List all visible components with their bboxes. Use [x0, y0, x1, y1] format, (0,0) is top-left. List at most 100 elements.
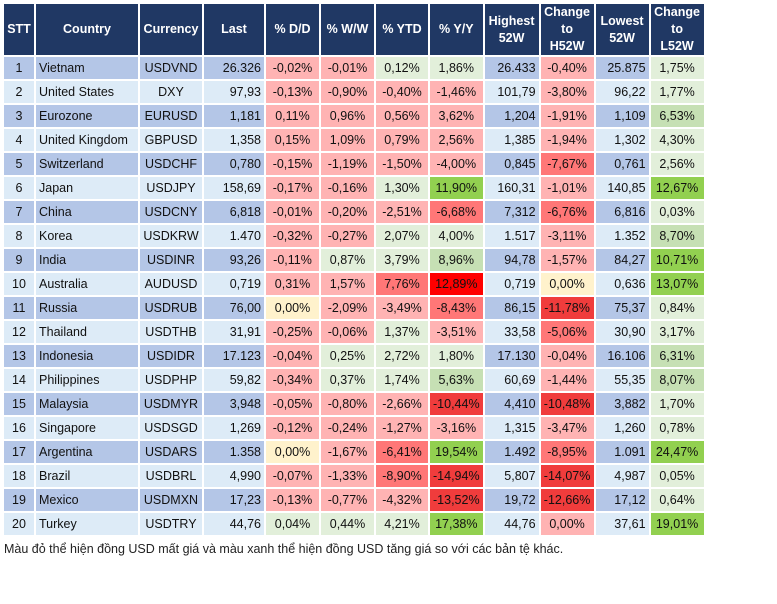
cell-ytd: -3,49%: [374, 295, 430, 321]
cell-last: 31,91: [202, 319, 266, 345]
table-row: 17 Argentina USDARS 1.358 0,00% -1,67% -6,41% 1…: [2, 439, 706, 465]
table-row: 2 United States DXY 97,93 -0,13% -0,90% -0,40%…: [2, 79, 706, 105]
cell-currency: USDKRW: [138, 223, 204, 249]
header-dd: % D/D: [264, 2, 321, 57]
cell-high: 19,72: [482, 487, 541, 513]
cell-ytd: 2,07%: [374, 223, 430, 249]
cell-dd: 0,00%: [264, 295, 321, 321]
table-row: 16 Singapore USDSGD 1,269 -0,12% -0,24% -1,27%…: [2, 415, 706, 441]
header-stt: STT: [2, 2, 36, 57]
cell-currency: USDTHB: [138, 319, 204, 345]
cell-chh: -5,06%: [538, 319, 596, 345]
table-row: 11 Russia USDRUB 76,00 0,00% -2,09% -3,49% -8,4…: [2, 295, 706, 321]
cell-stt: 3: [2, 103, 36, 129]
cell-low: 17,12: [593, 487, 651, 513]
cell-low: 1.352: [593, 223, 651, 249]
cell-chl: 2,56%: [648, 151, 706, 177]
cell-currency: USDRUB: [138, 295, 204, 321]
table-row: 7 China USDCNY 6,818 -0,01% -0,20% -2,51% -6,68…: [2, 199, 706, 225]
cell-chl: 19,01%: [648, 511, 706, 537]
cell-dd: -0,34%: [264, 367, 321, 393]
cell-yy: -10,44%: [428, 391, 485, 417]
cell-chl: 0,84%: [648, 295, 706, 321]
cell-ww: -1,19%: [319, 151, 376, 177]
cell-last: 76,00: [202, 295, 266, 321]
cell-dd: -0,07%: [264, 463, 321, 489]
cell-chh: -7,67%: [538, 151, 596, 177]
cell-low: 6,816: [593, 199, 651, 225]
cell-currency: USDIDR: [138, 343, 204, 369]
currency-table: STT Country Currency Last% D/D% W/W% YTD% Y…: [2, 2, 706, 537]
cell-country: Malaysia: [34, 391, 140, 417]
cell-ww: -2,09%: [319, 295, 376, 321]
cell-last: 1.358: [202, 439, 266, 465]
cell-last: 0,780: [202, 151, 266, 177]
cell-chh: -6,76%: [538, 199, 596, 225]
cell-currency: USDJPY: [138, 175, 204, 201]
cell-dd: -0,01%: [264, 199, 321, 225]
cell-yy: -3,16%: [428, 415, 485, 441]
cell-high: 0,845: [482, 151, 541, 177]
cell-high: 86,15: [482, 295, 541, 321]
cell-stt: 4: [2, 127, 36, 153]
cell-stt: 1: [2, 55, 36, 81]
cell-dd: -0,17%: [264, 175, 321, 201]
cell-last: 17,23: [202, 487, 266, 513]
cell-stt: 20: [2, 511, 36, 537]
cell-yy: 3,62%: [428, 103, 485, 129]
header-country: Country: [34, 2, 140, 57]
cell-currency: USDCNY: [138, 199, 204, 225]
cell-high: 0,719: [482, 271, 541, 297]
cell-chl: 12,67%: [648, 175, 706, 201]
cell-stt: 5: [2, 151, 36, 177]
cell-chl: 1,70%: [648, 391, 706, 417]
cell-stt: 9: [2, 247, 36, 273]
cell-ww: -0,16%: [319, 175, 376, 201]
cell-high: 1.492: [482, 439, 541, 465]
cell-chl: 10,71%: [648, 247, 706, 273]
cell-dd: -0,02%: [264, 55, 321, 81]
cell-high: 101,79: [482, 79, 541, 105]
cell-country: Korea: [34, 223, 140, 249]
cell-low: 1.091: [593, 439, 651, 465]
cell-dd: 0,11%: [264, 103, 321, 129]
cell-low: 16.106: [593, 343, 651, 369]
cell-chh: -1,57%: [538, 247, 596, 273]
cell-yy: -4,00%: [428, 151, 485, 177]
cell-high: 1,315: [482, 415, 541, 441]
cell-low: 96,22: [593, 79, 651, 105]
cell-currency: USDVND: [138, 55, 204, 81]
cell-ww: -0,27%: [319, 223, 376, 249]
table-row: 12 Thailand USDTHB 31,91 -0,25% -0,06% 1,37% -3…: [2, 319, 706, 345]
cell-last: 3,948: [202, 391, 266, 417]
cell-currency: USDBRL: [138, 463, 204, 489]
cell-ytd: 0,56%: [374, 103, 430, 129]
cell-yy: 5,63%: [428, 367, 485, 393]
table-row: 5 Switzerland USDCHF 0,780 -0,15% -1,19% -1,50…: [2, 151, 706, 177]
table-row: 15 Malaysia USDMYR 3,948 -0,05% -0,80% -2,66% -…: [2, 391, 706, 417]
cell-country: Australia: [34, 271, 140, 297]
cell-last: 93,26: [202, 247, 266, 273]
table-row: 10 Australia AUDUSD 0,719 0,31% 1,57% 7,76% 12,…: [2, 271, 706, 297]
cell-ytd: 0,12%: [374, 55, 430, 81]
cell-low: 84,27: [593, 247, 651, 273]
cell-chh: 0,00%: [538, 271, 596, 297]
cell-dd: 0,04%: [264, 511, 321, 537]
cell-chl: 1,77%: [648, 79, 706, 105]
cell-ytd: -4,32%: [374, 487, 430, 513]
header-currency: Currency: [138, 2, 204, 57]
cell-last: 1,358: [202, 127, 266, 153]
cell-high: 44,76: [482, 511, 541, 537]
cell-country: Indonesia: [34, 343, 140, 369]
cell-ww: 0,96%: [319, 103, 376, 129]
cell-low: 30,90: [593, 319, 651, 345]
cell-chl: 13,07%: [648, 271, 706, 297]
cell-low: 1,260: [593, 415, 651, 441]
cell-ww: 1,57%: [319, 271, 376, 297]
table-body: 1 Vietnam USDVND 26.326 -0,02% -0,01% 0,12% 1,8…: [2, 55, 706, 537]
cell-ww: 1,09%: [319, 127, 376, 153]
cell-country: China: [34, 199, 140, 225]
cell-dd: -0,25%: [264, 319, 321, 345]
cell-yy: 11,90%: [428, 175, 485, 201]
cell-currency: DXY: [138, 79, 204, 105]
